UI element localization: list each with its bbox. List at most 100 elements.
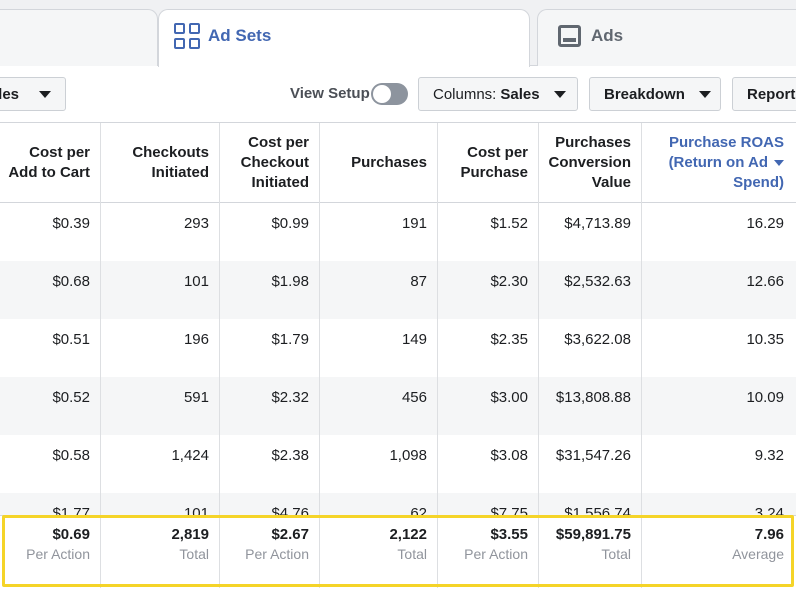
summary-label: Total — [601, 546, 631, 562]
columns-prefix: Columns: — [433, 85, 497, 103]
table-cell: 101 — [101, 261, 220, 319]
breakdown-label: Breakdown — [604, 85, 685, 103]
table-cell: 191 — [320, 203, 438, 261]
tab-ads[interactable]: Ads — [537, 9, 796, 67]
summary-label: Total — [397, 546, 427, 562]
col-header-cost-per-checkout-initiated[interactable]: Cost per Checkout Initiated — [220, 123, 320, 203]
col-header-purchases-conversion-value[interactable]: Purchases Conversion Value — [539, 123, 642, 203]
header-line: Purchases — [555, 134, 631, 151]
summary-value: $3.55 — [490, 526, 528, 543]
summary-value: $2.67 — [271, 526, 309, 543]
table-cell: 293 — [101, 203, 220, 261]
summary-label: Average — [732, 546, 784, 562]
rules-dropdown[interactable]: ules — [0, 77, 66, 111]
table-cell: 1,424 — [101, 435, 220, 493]
table-cell: $4,713.89 — [539, 203, 642, 261]
summary-cell: 7.96 Average — [642, 516, 796, 588]
rules-label: ules — [0, 85, 20, 103]
columns-value: Sales — [500, 85, 540, 103]
header-line: Add to Cart — [8, 164, 90, 181]
table-cell: 1,098 — [320, 435, 438, 493]
header-line: Checkouts — [132, 144, 209, 161]
table-cell: $2.35 — [438, 319, 539, 377]
table-cell: 149 — [320, 319, 438, 377]
summary-value: $0.69 — [52, 526, 90, 543]
table-cell: $2.32 — [220, 377, 320, 435]
header-line: Conversion — [548, 154, 631, 171]
summary-value: 7.96 — [754, 526, 784, 543]
tab-ad-sets[interactable]: Ad Sets — [158, 9, 530, 67]
tab-label: Ad Sets — [208, 25, 272, 45]
table-cell: $13,808.88 — [539, 377, 642, 435]
summary-cell: 2,122 Total — [320, 516, 438, 588]
caret-down-icon — [698, 90, 711, 98]
table-cell: $0.68 — [0, 261, 101, 319]
table-cell: $31,547.26 — [539, 435, 642, 493]
columns-dropdown[interactable]: Columns: Sales — [418, 77, 578, 111]
col-header-checkouts-initiated[interactable]: Checkouts Initiated — [101, 123, 220, 203]
table-row[interactable]: $0.58 1,424 $2.38 1,098 $3.08 $31,547.26 9.32 — [0, 435, 796, 493]
table-cell: $0.39 — [0, 203, 101, 261]
table-row[interactable]: $0.51 196 $1.79 149 $2.35 $3,622.08 10.35 — [0, 319, 796, 377]
summary-cell: $2.67 Per Action — [220, 516, 320, 588]
table-cell: $0.99 — [220, 203, 320, 261]
breakdown-dropdown[interactable]: Breakdown — [589, 77, 721, 111]
sort-caret-icon — [774, 160, 784, 167]
table-row[interactable]: $0.52 591 $2.32 456 $3.00 $13,808.88 10.09 — [0, 377, 796, 435]
header-line: Purchases — [351, 154, 427, 171]
summary-label: Per Action — [245, 546, 309, 562]
table-header-row: Cost per Add to Cart Checkouts Initiated C… — [0, 122, 796, 203]
toolbar: ules View Setup Columns: Sales Breakdown… — [0, 66, 796, 122]
header-line: Cost per — [467, 144, 528, 161]
table-cell: $1.79 — [220, 319, 320, 377]
table-row[interactable]: $0.39 293 $0.99 191 $1.52 $4,713.89 16.29 — [0, 203, 796, 261]
view-setup-toggle[interactable] — [371, 83, 408, 105]
grid-icon — [174, 22, 200, 49]
table-cell: $2.38 — [220, 435, 320, 493]
table-row[interactable]: $0.68 101 $1.98 87 $2.30 $2,532.63 12.66 — [0, 261, 796, 319]
table-cell: $0.51 — [0, 319, 101, 377]
table-cell: $1.98 — [220, 261, 320, 319]
col-header-cost-per-purchase[interactable]: Cost per Purchase — [438, 123, 539, 203]
summary-cell: $3.55 Per Action — [438, 516, 539, 588]
summary-cell: $59,891.75 Total — [539, 516, 642, 588]
caret-down-icon — [39, 90, 51, 98]
ad-preview-icon — [558, 24, 581, 47]
summary-label: Per Action — [26, 546, 90, 562]
reports-dropdown[interactable]: Reports — [732, 77, 796, 111]
table-cell: $0.58 — [0, 435, 101, 493]
table-cell: 12.66 — [746, 273, 784, 290]
header-line: Purchase ROAS — [668, 134, 784, 151]
table-cell: 10.09 — [746, 389, 784, 406]
header-line: Initiated — [251, 174, 309, 191]
col-header-purchases[interactable]: Purchases — [320, 123, 438, 203]
header-line: Spend) — [733, 174, 784, 191]
tab-label: Ads — [591, 25, 624, 45]
table-cell: 456 — [320, 377, 438, 435]
table-cell: $0.52 — [0, 377, 101, 435]
table-cell: $2.30 — [438, 261, 539, 319]
table-cell: 87 — [320, 261, 438, 319]
col-header-cost-per-add-to-cart[interactable]: Cost per Add to Cart — [0, 123, 101, 203]
summary-value: $59,891.75 — [555, 526, 631, 543]
reports-label: Reports — [747, 85, 796, 103]
summary-cell: $0.69 Per Action — [0, 516, 101, 588]
header-line: Cost per — [248, 134, 309, 151]
table-cell: $2,532.63 — [539, 261, 642, 319]
header-line: Checkout — [240, 154, 309, 171]
tab-strip: Ad Sets Ads — [0, 0, 796, 67]
summary-value: 2,122 — [389, 526, 427, 543]
view-setup-label: View Setup — [290, 85, 370, 102]
table-cell: $3.00 — [438, 377, 539, 435]
table-cell: $3,622.08 — [539, 319, 642, 377]
table-cell: 9.32 — [754, 447, 784, 464]
col-header-purchase-roas[interactable]: Purchase ROAS (Return on Ad Spend) — [642, 123, 796, 203]
table-cell: $1.52 — [438, 203, 539, 261]
header-line: Initiated — [151, 164, 209, 181]
table-cell: $3.08 — [438, 435, 539, 493]
header-line: Purchase — [460, 164, 528, 181]
data-table: Cost per Add to Cart Checkouts Initiated C… — [0, 122, 796, 590]
table-cell: 16.29 — [746, 215, 784, 232]
summary-label: Total — [179, 546, 209, 562]
tab-campaigns[interactable] — [0, 9, 158, 67]
